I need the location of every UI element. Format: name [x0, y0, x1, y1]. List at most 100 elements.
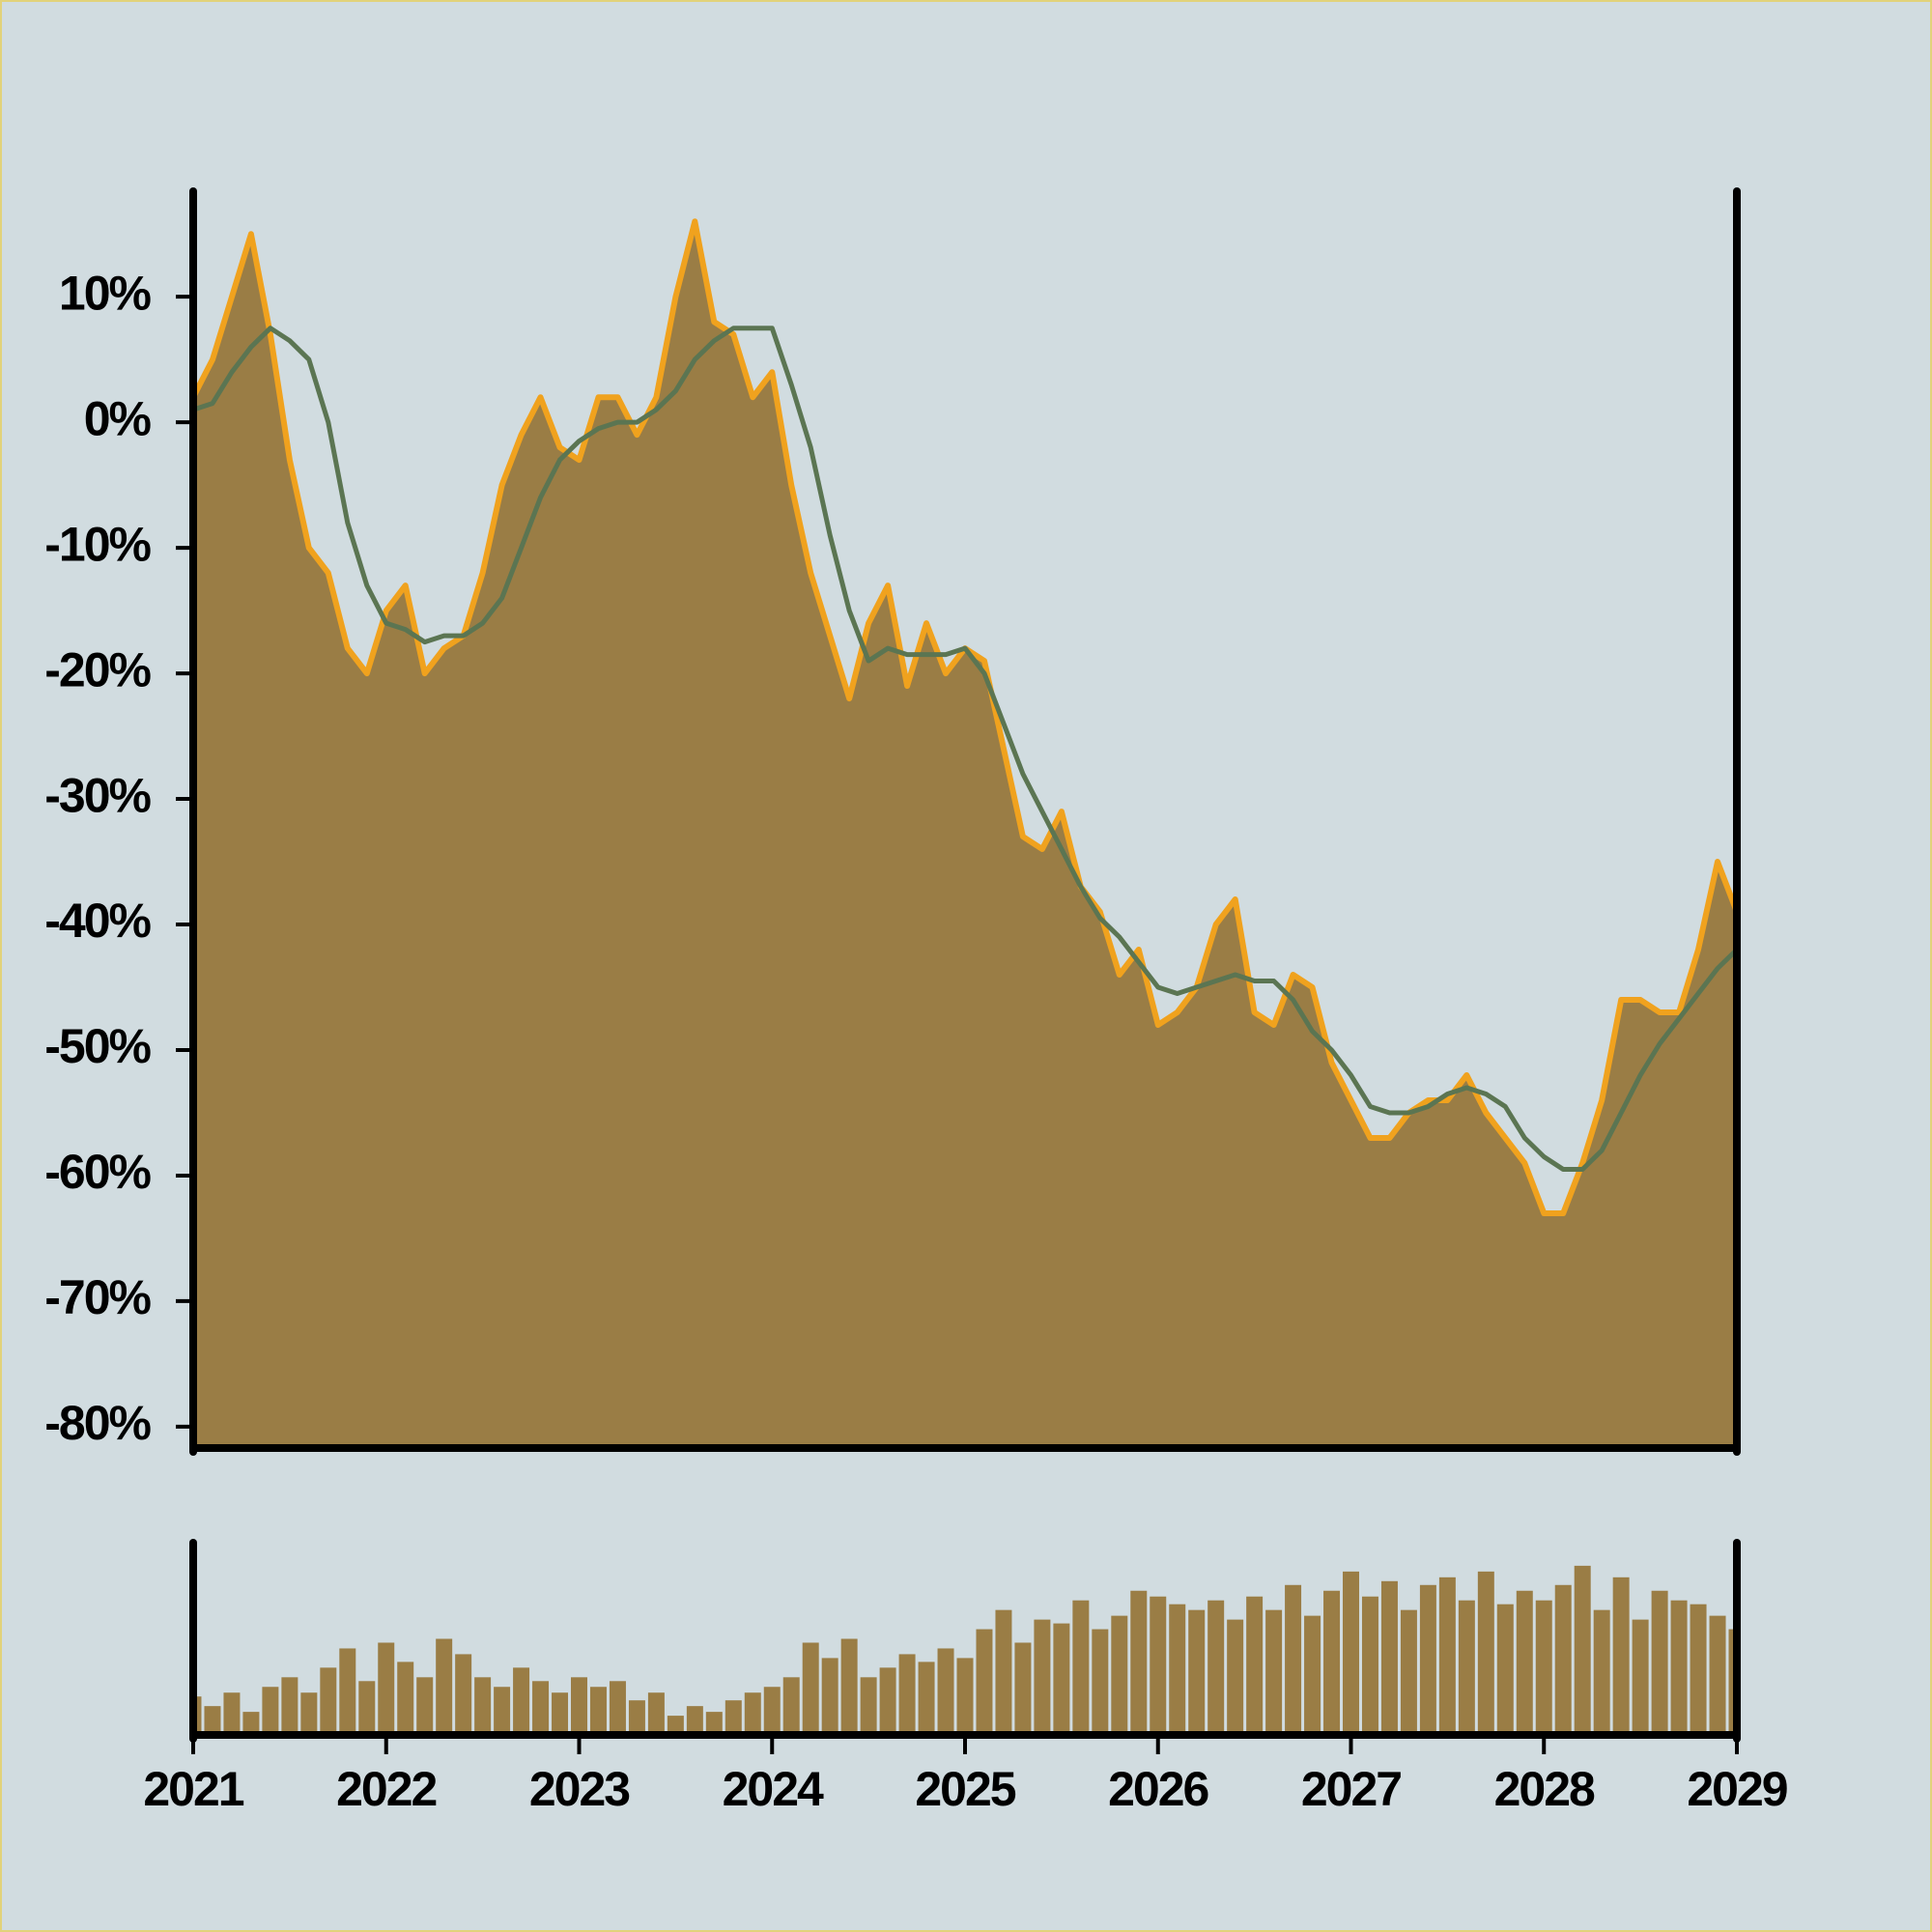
volume-bar	[339, 1648, 356, 1735]
volume-bar	[1169, 1604, 1186, 1735]
y-tick-label: -30%	[44, 768, 151, 822]
volume-bar	[1285, 1584, 1302, 1735]
volume-bar	[860, 1677, 877, 1735]
x-tick-label: 2028	[1494, 1762, 1595, 1816]
y-tick-label: -20%	[44, 642, 151, 696]
volume-bar	[1092, 1629, 1109, 1735]
volume-bar	[1554, 1584, 1572, 1735]
volume-bar	[1496, 1604, 1514, 1735]
volume-bar	[436, 1638, 453, 1735]
volume-bar	[995, 1609, 1012, 1735]
y-tick-label: -60%	[44, 1145, 151, 1199]
volume-bar	[1323, 1590, 1341, 1735]
volume-bar	[1535, 1600, 1552, 1735]
volume-bar	[1612, 1577, 1630, 1735]
volume-bar	[397, 1662, 414, 1735]
y-tick-label: 10%	[59, 266, 152, 320]
volume-bar	[589, 1687, 607, 1735]
volume-bar	[879, 1667, 896, 1735]
volume-bar	[667, 1716, 684, 1735]
volume-bar	[1516, 1590, 1533, 1735]
volume-bar	[242, 1712, 260, 1735]
volume-bar	[1034, 1619, 1051, 1735]
volume-bar	[1574, 1565, 1591, 1735]
x-tick-label: 2027	[1301, 1762, 1401, 1816]
volume-bar	[782, 1677, 800, 1735]
volume-bar	[1380, 1580, 1398, 1735]
volume-bar	[320, 1667, 337, 1735]
x-tick-label: 2029	[1687, 1762, 1786, 1816]
volume-bar	[609, 1681, 626, 1735]
volume-bar	[1709, 1615, 1726, 1735]
volume-bar	[1246, 1596, 1264, 1735]
x-tick-label: 2025	[915, 1762, 1015, 1816]
y-tick-label: -40%	[44, 894, 151, 948]
volume-panel	[193, 1565, 1737, 1735]
x-tick-label: 2024	[723, 1762, 824, 1816]
x-tick-label: 2026	[1108, 1762, 1208, 1816]
volume-bar	[1593, 1609, 1610, 1735]
volume-bar	[416, 1677, 434, 1735]
volume-bar	[705, 1712, 723, 1735]
volume-bar	[1053, 1623, 1070, 1735]
volume-bar	[1400, 1609, 1417, 1735]
volume-bar	[763, 1687, 781, 1735]
y-tick-label: 0%	[84, 391, 152, 445]
volume-bar	[571, 1677, 587, 1735]
x-tick-label: 2021	[143, 1762, 243, 1816]
volume-bar	[1438, 1577, 1456, 1735]
volume-bar	[1111, 1615, 1128, 1735]
area-fill	[193, 221, 1737, 1448]
volume-bar	[1458, 1600, 1475, 1735]
volume-bar	[1304, 1615, 1321, 1735]
volume-bar	[1014, 1642, 1032, 1735]
price-panel	[193, 218, 1737, 1448]
y-tick-label: -80%	[44, 1396, 151, 1450]
volume-bar	[1227, 1619, 1244, 1735]
volume-bar	[223, 1692, 241, 1735]
volume-bar	[262, 1687, 279, 1735]
volume-bar	[802, 1642, 819, 1735]
volume-bar	[1265, 1609, 1283, 1735]
volume-bar	[1670, 1600, 1688, 1735]
volume-bar	[686, 1706, 703, 1735]
volume-bar	[724, 1700, 742, 1735]
volume-bar	[552, 1692, 569, 1735]
volume-bar	[455, 1654, 472, 1735]
volume-bar	[378, 1642, 395, 1735]
volume-bar	[1651, 1590, 1668, 1735]
volume-bar	[628, 1700, 645, 1735]
y-tick-label: -10%	[44, 517, 151, 571]
volume-bar	[1072, 1600, 1090, 1735]
volume-bar	[358, 1681, 376, 1735]
volume-bar	[1188, 1609, 1206, 1735]
volume-bar	[744, 1692, 761, 1735]
volume-bar	[281, 1677, 298, 1735]
volume-bar	[898, 1654, 916, 1735]
volume-bar	[1130, 1590, 1148, 1735]
x-tick-label: 2023	[529, 1762, 629, 1816]
volume-bar	[300, 1692, 318, 1735]
volume-bar	[193, 1696, 202, 1735]
volume-bar	[494, 1687, 511, 1735]
volume-bar	[918, 1662, 935, 1735]
volume-bar	[976, 1629, 993, 1735]
axes: 10% 0% -10% -20% -30% -40% -50% -60% -70% -80% 202…	[44, 187, 1789, 1816]
volume-bar	[1361, 1596, 1378, 1735]
volume-bar	[937, 1648, 954, 1735]
volume-bar	[647, 1692, 665, 1735]
volume-bar	[474, 1677, 492, 1735]
volume-bar	[840, 1638, 858, 1735]
moving-average-line	[193, 326, 1737, 1172]
volume-bar	[1343, 1571, 1359, 1735]
x-tick-label: 2022	[336, 1762, 436, 1816]
volume-bar	[1419, 1584, 1436, 1735]
volume-bar	[956, 1658, 974, 1735]
volume-bar	[1150, 1596, 1167, 1735]
volume-bar	[1632, 1619, 1649, 1735]
volume-bar	[513, 1667, 530, 1735]
volume-bar	[204, 1706, 221, 1735]
volume-bar	[1208, 1600, 1225, 1735]
volume-bar	[1728, 1629, 1737, 1735]
